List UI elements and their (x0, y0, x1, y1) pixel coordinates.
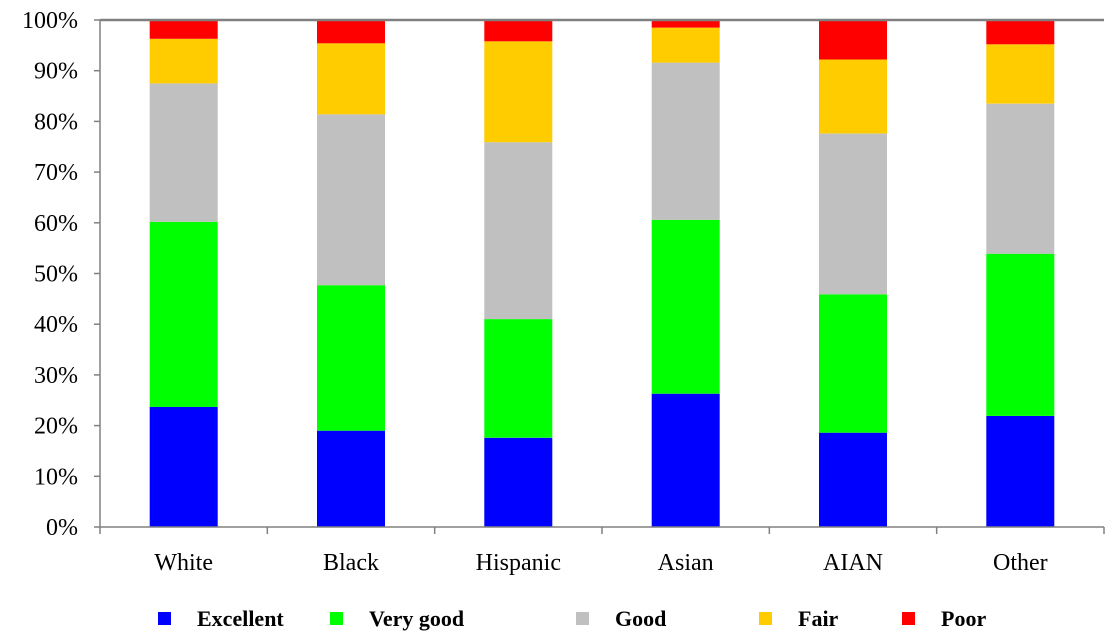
x-tick-label: Other (993, 550, 1048, 576)
bar-segment-poor-black (317, 20, 385, 44)
x-category-labels: White Black Hispanic Asian AIAN Other (154, 550, 1047, 576)
legend-swatch-good (576, 612, 589, 625)
x-tick-label: Asian (658, 550, 714, 576)
bar-segment-poor-white (149, 20, 218, 39)
bar-segment-poor-asian (651, 20, 720, 28)
bars-group (149, 20, 1055, 527)
bar-segment-very-good-white (149, 221, 218, 407)
x-tick-label: AIAN (823, 550, 883, 576)
legend-swatch-excellent (158, 612, 171, 625)
bar-segment-fair-hispanic (484, 41, 553, 143)
bar-segment-very-good-asian (651, 219, 720, 394)
bar-segment-poor-other (986, 20, 1055, 45)
legend-label-excellent: Excellent (197, 606, 284, 631)
y-tick-labels: 0% 10% 20% 30% 40% 50% 60% 70% 80% 90% 100% (22, 8, 78, 541)
axes-group (94, 18, 1105, 534)
bar-segment-good-other (986, 103, 1055, 254)
legend-swatch-fair (759, 612, 772, 625)
bar-segment-fair-white (149, 38, 218, 84)
y-tick-label: 10% (34, 464, 78, 490)
bar-segment-fair-black (317, 43, 385, 115)
bar-segment-very-good-other (986, 253, 1055, 416)
bar-segment-very-good-aian (819, 294, 887, 433)
y-tick-label: 60% (34, 211, 78, 237)
legend-label-poor: Poor (941, 606, 986, 631)
bar-segment-excellent-white (149, 406, 218, 527)
bar-segment-good-hispanic (484, 142, 553, 320)
bar-segment-fair-aian (819, 59, 887, 134)
legend: Excellent Very good Good Fair Poor (158, 606, 986, 631)
y-tick-label: 70% (34, 160, 78, 186)
bar-segment-excellent-aian (819, 432, 887, 527)
bar-segment-fair-other (986, 44, 1055, 104)
bar-segment-good-white (149, 83, 218, 222)
bar-segment-good-black (317, 114, 385, 286)
bar-segment-poor-hispanic (484, 20, 553, 42)
bar-segment-excellent-other (986, 416, 1055, 527)
x-tick-label: White (154, 550, 213, 576)
y-tick-label: 30% (34, 363, 78, 389)
legend-swatch-very-good (330, 612, 343, 625)
y-tick-label: 0% (46, 515, 78, 541)
bar-segment-good-asian (651, 62, 720, 220)
bar-segment-very-good-hispanic (484, 319, 553, 438)
y-tick-label: 90% (34, 59, 78, 85)
legend-label-fair: Fair (798, 606, 839, 631)
legend-swatch-poor (902, 612, 915, 625)
y-tick-label: 80% (34, 109, 78, 135)
bar-segment-very-good-black (317, 285, 385, 431)
x-tick-label: Black (323, 550, 379, 576)
bar-segment-good-aian (819, 133, 887, 295)
y-tick-label: 40% (34, 312, 78, 338)
bar-segment-fair-asian (651, 27, 720, 63)
bar-segment-poor-aian (819, 20, 887, 60)
y-tick-label: 20% (34, 414, 78, 440)
y-tick-label: 100% (22, 8, 78, 34)
x-tick-label: Hispanic (476, 550, 561, 576)
legend-label-very-good: Very good (369, 606, 464, 631)
bar-segment-excellent-black (317, 430, 385, 527)
y-tick-label: 50% (34, 262, 78, 288)
bar-segment-excellent-hispanic (484, 437, 553, 527)
legend-label-good: Good (615, 606, 666, 631)
bar-segment-excellent-asian (651, 393, 720, 527)
